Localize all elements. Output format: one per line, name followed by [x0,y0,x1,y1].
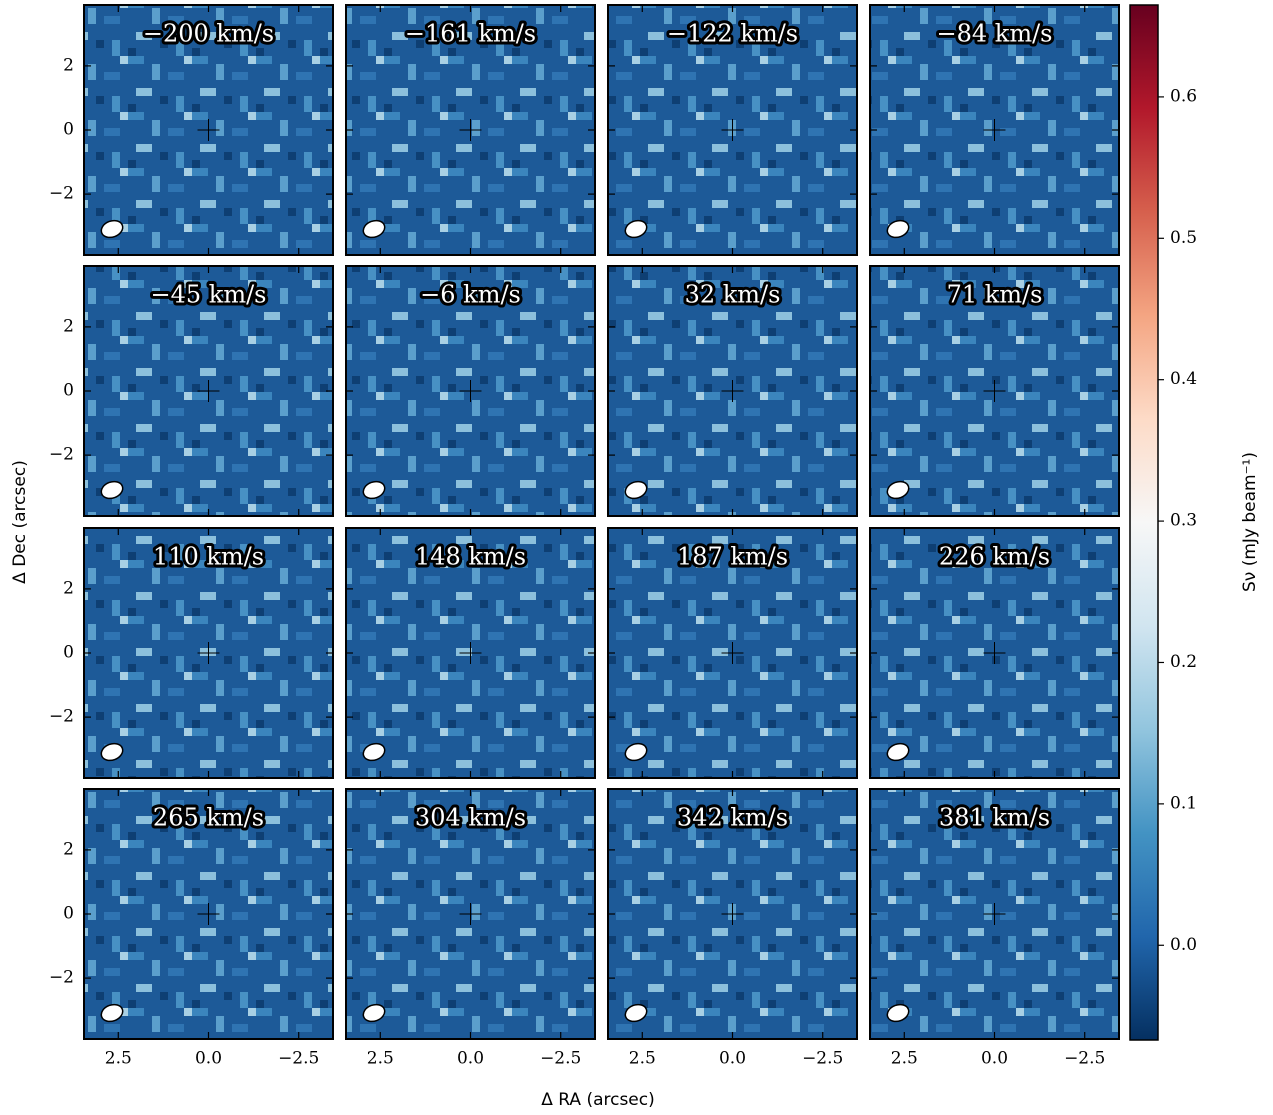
x-tick-label: 2.5 [367,1049,394,1069]
x-tick-label: 2.5 [629,1049,656,1069]
y-tick-label: 0 [63,120,74,140]
colorbar-tick-label: 0.6 [1170,86,1197,106]
y-tick-label: 0 [63,381,74,401]
velocity-label: 304 km/s [415,804,526,832]
x-axis-label: Δ RA (arcsec) [541,1090,655,1110]
velocity-label: −84 km/s [937,20,1053,48]
velocity-label: 71 km/s [947,281,1043,309]
x-tick-label: 0.0 [981,1049,1008,1069]
y-tick-label: −2 [49,707,74,727]
colorbar-tick-label: 0.1 [1170,793,1197,813]
colorbar-tick-label: 0.2 [1170,652,1197,672]
x-tick-label: 0.0 [195,1049,222,1069]
y-tick-label: 2 [63,578,74,598]
velocity-label: −6 km/s [420,281,521,309]
x-tick-label: 0.0 [457,1049,484,1069]
colorbar-tick-label: 0.0 [1170,935,1197,955]
y-tick-label: 2 [63,316,74,336]
y-tick-label: −2 [49,184,74,204]
velocity-label: 226 km/s [939,543,1050,571]
velocity-label: −161 km/s [405,20,536,48]
colorbar-label: Sν (mJy beam⁻¹) [1240,452,1260,592]
velocity-label: −200 km/s [143,20,274,48]
figure: Δ RA (arcsec) Δ Dec (arcsec) Sν (mJy bea… [0,0,1273,1115]
y-tick-label: 0 [63,643,74,663]
velocity-label: −122 km/s [667,20,798,48]
colorbar-tick-label: 0.3 [1170,511,1197,531]
y-tick-label: −2 [49,968,74,988]
velocity-label: −45 km/s [151,281,267,309]
x-tick-label: −2.5 [1064,1049,1105,1069]
x-tick-label: −2.5 [278,1049,319,1069]
y-tick-label: 0 [63,904,74,924]
velocity-label: 110 km/s [153,543,264,571]
x-tick-label: 2.5 [105,1049,132,1069]
colorbar-tick-label: 0.4 [1170,369,1197,389]
y-tick-label: 2 [63,839,74,859]
x-tick-label: 0.0 [719,1049,746,1069]
y-axis-label: Δ Dec (arcsec) [10,460,30,584]
x-tick-label: 2.5 [891,1049,918,1069]
velocity-label: 342 km/s [677,804,788,832]
x-tick-label: −2.5 [802,1049,843,1069]
colorbar [1130,5,1158,1040]
velocity-label: 187 km/s [677,543,788,571]
y-tick-label: −2 [49,445,74,465]
velocity-label: 32 km/s [685,281,781,309]
colorbar-tick-label: 0.5 [1170,228,1197,248]
velocity-label: 148 km/s [415,543,526,571]
velocity-label: 265 km/s [153,804,264,832]
velocity-label: 381 km/s [939,804,1050,832]
x-tick-label: −2.5 [540,1049,581,1069]
y-tick-label: 2 [63,55,74,75]
